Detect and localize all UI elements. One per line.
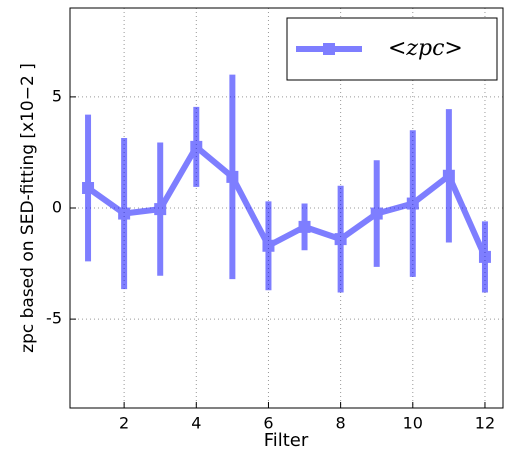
marker [118,207,131,220]
x-tick-label: 4 [191,414,201,433]
y-axis-label: zpc based on SED-fitting [x10−2 ] [18,63,38,353]
x-tick-label: 10 [403,414,423,433]
marker [262,239,275,252]
y-tick-label: 0 [52,198,62,217]
y-tick-label: 5 [52,86,62,105]
y-tick-label: -5 [46,309,62,328]
marker [442,169,455,182]
plot-frame [69,7,504,409]
legend-marker [323,43,335,55]
legend-key [296,43,362,55]
x-tick-label: 6 [263,414,273,433]
marker [334,233,347,246]
legend-frame [286,17,498,81]
x-axis-label: Filter [264,430,309,451]
marker [82,182,95,194]
marker [190,140,203,153]
marker [298,220,311,233]
marker [226,170,239,183]
legend-label: <zpc> [388,36,463,61]
marker [406,197,419,210]
marker [154,203,167,216]
marker [370,207,383,220]
line [86,143,488,259]
marker [478,250,491,263]
legend: <zpc> [286,17,498,81]
x-tick-label: 12 [475,414,495,433]
x-tick-label: 2 [119,414,129,433]
x-tick-label: 8 [336,414,346,433]
series [82,74,491,293]
